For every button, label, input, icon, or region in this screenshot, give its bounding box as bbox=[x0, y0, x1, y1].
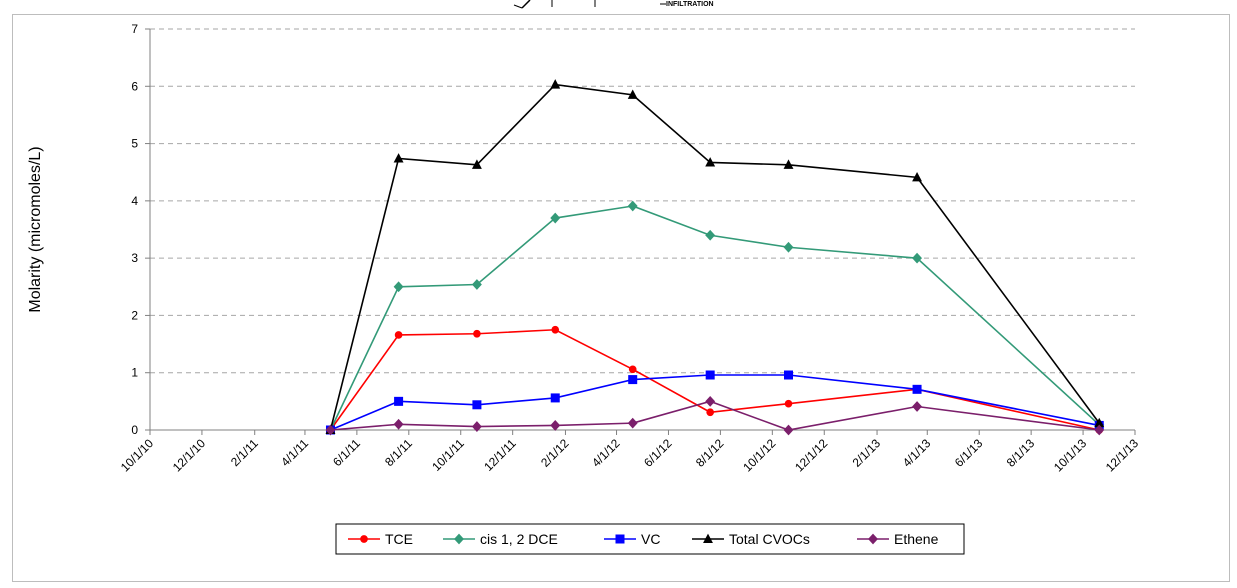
x-tick-label-18: 10/1/13 bbox=[1051, 436, 1089, 474]
x-tick-label-11: 8/1/12 bbox=[693, 436, 727, 470]
series-0-point-5 bbox=[706, 408, 715, 417]
series-2-point-4 bbox=[628, 375, 638, 385]
y-tick-label-5: 5 bbox=[131, 137, 138, 151]
series-line-1 bbox=[329, 205, 1100, 431]
series-1-point-4 bbox=[627, 200, 638, 212]
x-axis-ticks: 10/1/10 12/1/10 2/1/11 4/1/11 6/1/11 8/1/11 10… bbox=[118, 430, 1141, 474]
series-0-point-2 bbox=[473, 329, 481, 338]
axes bbox=[149, 29, 1135, 431]
x-tick-label-13: 12/1/12 bbox=[792, 436, 830, 474]
legend-swatch-marker-4 bbox=[868, 533, 878, 545]
legend-swatch-marker-3 bbox=[703, 533, 713, 544]
x-tick-label-8: 2/1/12 bbox=[538, 436, 572, 470]
x-tick-label-2: 2/1/11 bbox=[228, 436, 261, 469]
series-4 bbox=[325, 395, 1105, 436]
series-3-point-6 bbox=[783, 159, 794, 169]
series-4-point-0 bbox=[325, 424, 336, 436]
series-3-point-4 bbox=[627, 89, 638, 99]
series-1-point-7 bbox=[912, 252, 923, 264]
x-tick-label-9: 4/1/12 bbox=[589, 436, 623, 470]
series-4-point-2 bbox=[471, 421, 482, 432]
series-4-point-3 bbox=[550, 420, 561, 431]
legend-label-3: Total CVOCs bbox=[729, 531, 810, 547]
series-4-point-7 bbox=[912, 401, 923, 412]
x-tick-label-3: 4/1/11 bbox=[278, 436, 311, 469]
x-tick-label-12: 10/1/12 bbox=[740, 436, 778, 474]
legend-label-2: VC bbox=[641, 531, 660, 547]
legend-swatch-marker-0 bbox=[360, 535, 368, 543]
series-2-point-7 bbox=[912, 384, 922, 394]
series-0 bbox=[326, 325, 1104, 434]
y-tick-label-4: 4 bbox=[131, 194, 138, 208]
series-0-point-3 bbox=[551, 325, 560, 334]
header-fragment-text: INFILTRATION bbox=[666, 1, 714, 8]
series-1-point-3 bbox=[550, 212, 561, 224]
series-0-point-1 bbox=[394, 331, 403, 339]
x-tick-label-6: 10/1/11 bbox=[429, 436, 467, 474]
y-tick-label-7: 7 bbox=[131, 22, 138, 36]
y-tick-label-2: 2 bbox=[131, 308, 138, 322]
y-axis-label: Molarity (micromoles/L) bbox=[27, 146, 44, 312]
series-2-point-6 bbox=[784, 370, 794, 380]
legend: TCE cis 1, 2 DCE VC Total CVOCs Ethene bbox=[335, 523, 965, 555]
y-tick-label-1: 1 bbox=[131, 366, 138, 380]
x-tick-label-0: 10/1/10 bbox=[118, 436, 156, 474]
y-tick-label-0: 0 bbox=[131, 423, 138, 437]
series-1-point-6 bbox=[783, 241, 794, 253]
y-axis-ticks: 0 1 2 3 4 5 6 7 bbox=[131, 22, 150, 437]
series-1-point-5 bbox=[705, 229, 716, 241]
x-tick-label-16: 6/1/13 bbox=[952, 436, 986, 470]
x-tick-label-15: 4/1/13 bbox=[900, 436, 934, 470]
series-1-point-2 bbox=[471, 279, 482, 290]
series-3 bbox=[325, 79, 1105, 435]
series-4-point-6 bbox=[783, 424, 794, 436]
series-0-point-6 bbox=[784, 399, 793, 408]
series-2-point-2 bbox=[472, 400, 482, 410]
x-tick-label-17: 8/1/13 bbox=[1004, 436, 1038, 470]
x-tick-label-19: 12/1/13 bbox=[1103, 436, 1141, 474]
gridlines bbox=[150, 28, 1135, 374]
legend-entry-2: VC bbox=[604, 531, 660, 547]
series-3-point-1 bbox=[393, 153, 404, 163]
chart-frame bbox=[12, 14, 1230, 582]
cropped-header-marks: INFILTRATION bbox=[513, 0, 714, 9]
legend-entry-0: TCE bbox=[348, 531, 413, 547]
series bbox=[325, 79, 1105, 436]
series-1-point-1 bbox=[393, 281, 404, 293]
x-tick-label-7: 12/1/11 bbox=[481, 436, 519, 474]
x-tick-label-1: 12/1/10 bbox=[170, 436, 208, 474]
series-4-point-5 bbox=[705, 395, 716, 407]
legend-entry-4: Ethene bbox=[857, 531, 939, 547]
series-3-point-5 bbox=[705, 157, 716, 167]
series-line-3 bbox=[329, 83, 1100, 431]
legend-entry-1: cis 1, 2 DCE bbox=[443, 531, 558, 547]
x-tick-label-14: 2/1/13 bbox=[850, 436, 884, 470]
legend-swatch-marker-1 bbox=[454, 533, 464, 545]
series-1 bbox=[325, 200, 1105, 436]
series-4-point-8 bbox=[1094, 424, 1105, 436]
cropped-header-fragment: INFILTRATION bbox=[500, 0, 760, 14]
y-tick-label-6: 6 bbox=[131, 79, 138, 93]
legend-entry-3: Total CVOCs bbox=[692, 531, 810, 547]
x-tick-label-5: 8/1/11 bbox=[382, 436, 415, 469]
y-tick-label-3: 3 bbox=[131, 251, 138, 265]
series-3-point-2 bbox=[471, 159, 482, 169]
series-2-point-1 bbox=[394, 396, 404, 406]
legend-label-0: TCE bbox=[385, 531, 413, 547]
series-line-4 bbox=[330, 400, 1100, 431]
legend-swatch-marker-2 bbox=[615, 534, 625, 544]
series-3-point-7 bbox=[912, 171, 923, 182]
series-4-point-4 bbox=[627, 417, 638, 429]
x-tick-label-4: 6/1/11 bbox=[330, 436, 363, 469]
series-0-point-4 bbox=[628, 365, 637, 374]
series-3-point-3 bbox=[550, 79, 561, 89]
series-3-point-8 bbox=[1094, 417, 1105, 428]
legend-label-4: Ethene bbox=[894, 531, 939, 547]
legend-label-1: cis 1, 2 DCE bbox=[480, 531, 558, 547]
series-2-point-5 bbox=[705, 370, 715, 380]
series-4-point-1 bbox=[393, 418, 404, 430]
x-tick-label-10: 6/1/12 bbox=[641, 436, 675, 470]
series-2-point-3 bbox=[550, 393, 560, 403]
